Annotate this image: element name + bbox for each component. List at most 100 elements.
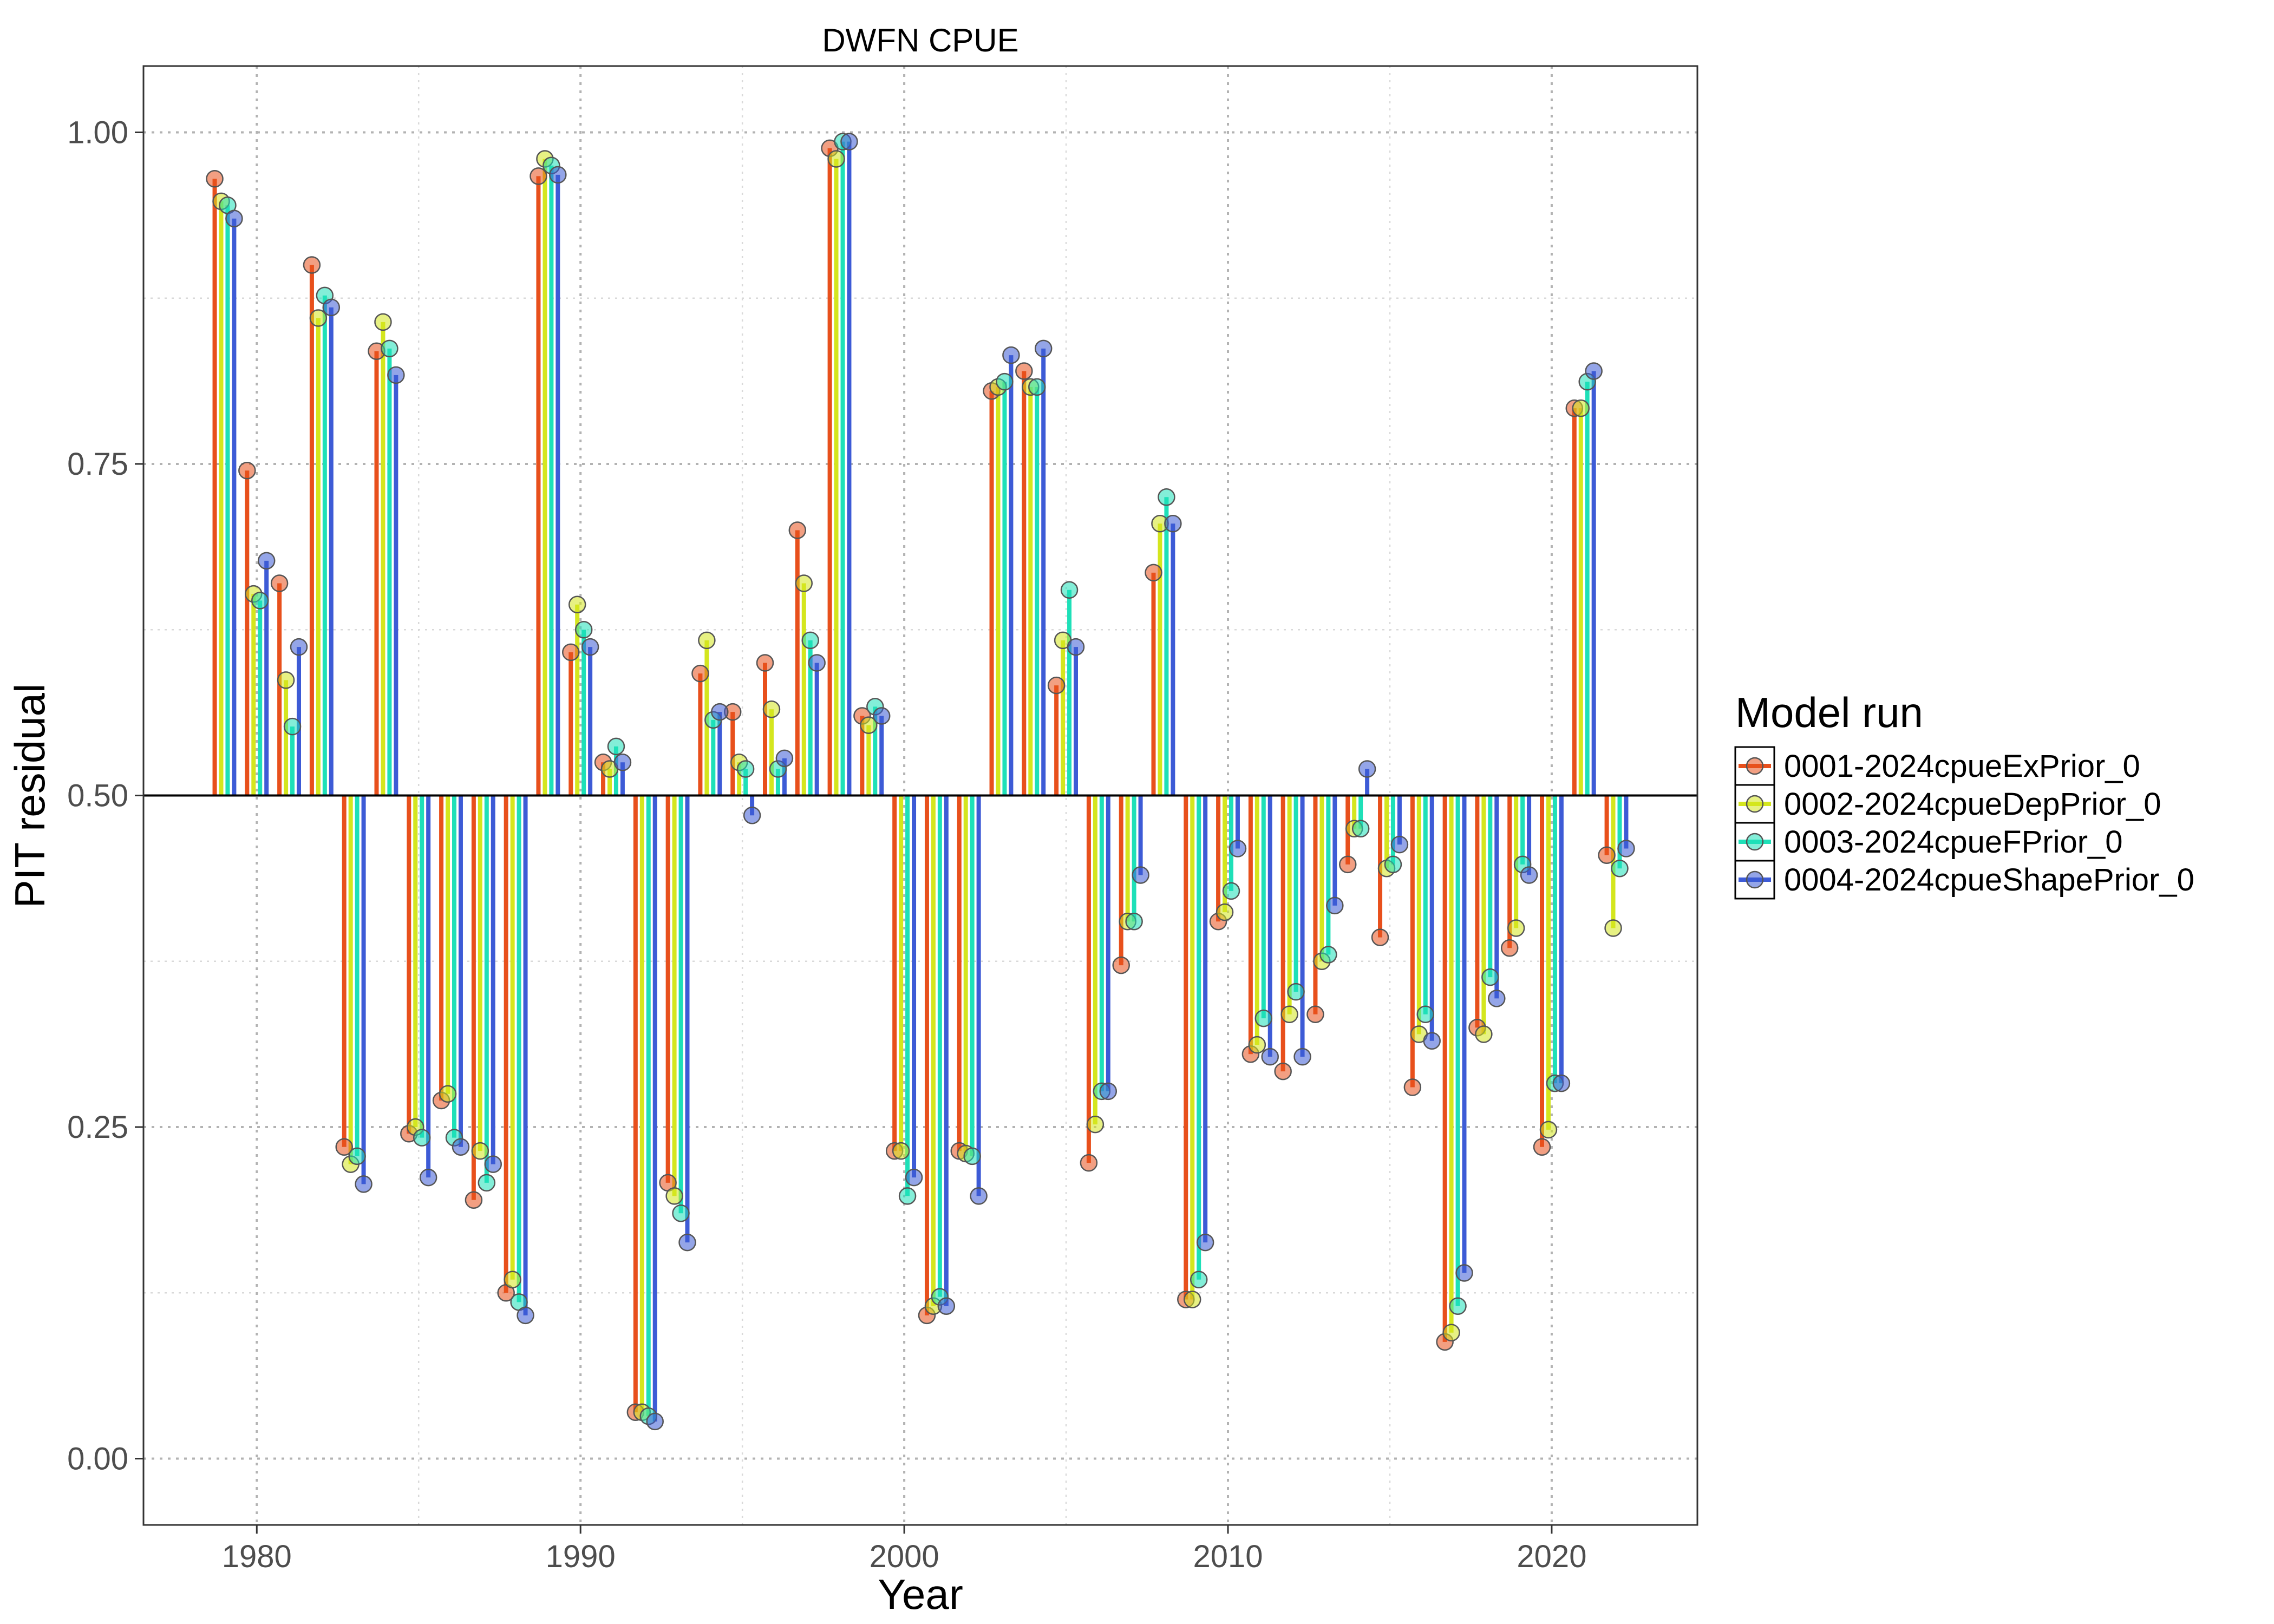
data-point (1067, 638, 1085, 656)
y-tick-label: 1.00 (67, 115, 128, 150)
data-point (1158, 488, 1175, 506)
data-point (1539, 1121, 1558, 1139)
data-point (1190, 1271, 1208, 1288)
data-point (775, 749, 794, 768)
x-tick-label: 2020 (1517, 1539, 1586, 1574)
data-point (1229, 840, 1247, 857)
y-tick-label: 0.00 (67, 1442, 128, 1477)
data-point (795, 574, 813, 592)
data-point (756, 654, 774, 672)
data-point (1339, 855, 1357, 874)
data-point (762, 700, 781, 718)
data-point (1080, 1154, 1098, 1172)
data-point (678, 1233, 696, 1252)
data-point (1351, 820, 1370, 837)
data-point (801, 631, 819, 650)
y-axis: 0.00 0.25 0.50 0.75 1.00 (67, 115, 143, 1477)
data-point (1533, 1138, 1551, 1156)
data-point (1585, 362, 1603, 380)
data-point (225, 209, 243, 227)
data-point (1552, 1074, 1571, 1092)
data-point (530, 167, 547, 185)
data-point (1520, 866, 1538, 884)
data-point (1358, 760, 1376, 778)
data-point (568, 595, 586, 613)
data-point (1034, 339, 1053, 358)
data-point (335, 1138, 353, 1156)
data-point (1416, 1005, 1434, 1023)
data-point (1222, 882, 1240, 900)
data-point (808, 654, 826, 672)
legend-entry-label: 0003-2024cpueFPrior_0 (1784, 824, 2123, 860)
data-point (996, 372, 1014, 391)
data-point (691, 664, 709, 683)
data-point (788, 521, 807, 539)
y-tick-label: 0.75 (67, 447, 128, 482)
data-point (1254, 1009, 1273, 1027)
data-point (1164, 515, 1182, 533)
data-point (517, 1306, 534, 1325)
data-point (1028, 378, 1046, 396)
data-point (1442, 1324, 1460, 1341)
data-point (1099, 1082, 1118, 1101)
data-point (277, 671, 295, 689)
data-point (1319, 946, 1337, 964)
legend-entry-label: 0002-2024cpueDepPrior_0 (1784, 787, 2161, 822)
series-bars (212, 141, 1629, 1422)
data-point (1403, 1078, 1422, 1096)
data-point (1384, 855, 1402, 874)
data-point (743, 807, 761, 824)
data-point (452, 1138, 470, 1156)
data-point (736, 760, 755, 778)
data-point (1293, 1047, 1311, 1066)
data-point (1112, 956, 1130, 974)
data-point (1507, 919, 1525, 937)
y-tick-label: 0.50 (67, 778, 128, 814)
x-tick-label: 1990 (546, 1539, 616, 1574)
data-point (1371, 928, 1389, 946)
data-point (251, 592, 269, 610)
data-point (1481, 968, 1499, 986)
data-point (646, 1412, 664, 1431)
data-point (1015, 362, 1033, 380)
data-point (1423, 1032, 1441, 1050)
data-point (1047, 676, 1066, 695)
legend: Model run 0001-2024cpueExPrior_00002-202… (1734, 689, 2194, 900)
data-point (1002, 346, 1020, 364)
data-point (1306, 1005, 1324, 1023)
data-point (873, 707, 891, 725)
data-point (439, 1085, 457, 1103)
data-point (1274, 1062, 1292, 1081)
y-axis-title: PIT residual (6, 684, 54, 908)
legend-title: Model run (1735, 689, 1923, 736)
data-point (374, 313, 392, 331)
data-point (1132, 866, 1149, 884)
data-point (549, 166, 567, 184)
data-point (1390, 835, 1409, 854)
data-point (419, 1168, 437, 1187)
data-point (1261, 1047, 1279, 1066)
data-point (257, 552, 276, 570)
data-point (1617, 840, 1635, 857)
data-point (607, 737, 625, 756)
data-point (860, 716, 878, 734)
data-point (937, 1297, 956, 1315)
data-point (613, 754, 632, 771)
data-point (270, 574, 289, 592)
legend-key-point (1746, 795, 1764, 813)
data-point (1086, 1115, 1105, 1134)
data-point (1475, 1025, 1493, 1043)
data-point (1145, 564, 1162, 582)
data-point (898, 1187, 917, 1205)
data-point (1598, 846, 1616, 864)
data-point (1125, 913, 1143, 931)
data-point (1611, 860, 1629, 878)
data-point (1488, 990, 1506, 1007)
data-point (840, 133, 858, 150)
data-point (1455, 1264, 1473, 1282)
data-point (348, 1147, 366, 1165)
data-point (892, 1142, 910, 1160)
data-point (290, 638, 308, 656)
data-point (963, 1147, 981, 1165)
data-point (1500, 939, 1519, 957)
